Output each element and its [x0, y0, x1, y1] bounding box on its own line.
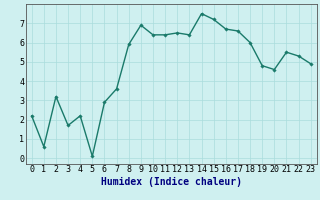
X-axis label: Humidex (Indice chaleur): Humidex (Indice chaleur): [101, 177, 242, 187]
